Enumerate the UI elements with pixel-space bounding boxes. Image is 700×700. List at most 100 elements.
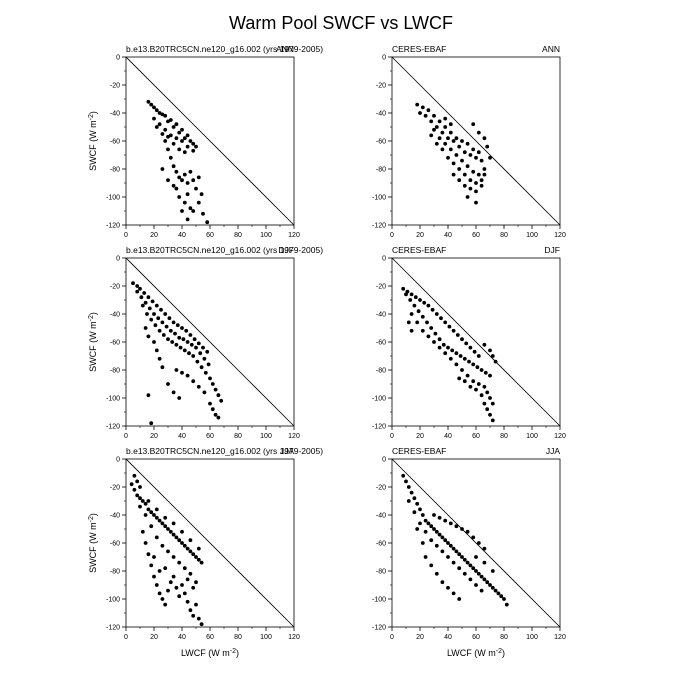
data-point	[468, 577, 473, 582]
data-point	[418, 111, 422, 115]
data-point	[457, 144, 462, 149]
reference-line	[125, 458, 295, 628]
reference-line	[391, 56, 561, 226]
data-point	[139, 295, 144, 300]
x-tick-label: 0	[124, 433, 128, 440]
data-point	[154, 507, 159, 512]
data-point	[434, 543, 439, 548]
data-point	[479, 574, 484, 579]
data-point	[413, 295, 418, 300]
data-point	[160, 597, 165, 601]
data-point	[180, 209, 184, 213]
data-point	[185, 144, 190, 149]
y-tick-label: 0	[116, 256, 120, 263]
data-point	[157, 591, 162, 596]
panel-left-label: CERES-EBAF	[392, 44, 446, 54]
data-point	[504, 602, 509, 607]
x-tick-label: 60	[472, 634, 480, 641]
data-point	[150, 299, 155, 304]
data-point	[171, 164, 176, 169]
data-point	[152, 312, 156, 316]
data-point	[180, 370, 184, 375]
data-point	[406, 499, 411, 503]
x-tick-label: 0	[124, 232, 128, 239]
data-point	[173, 331, 177, 336]
scatter-points	[131, 281, 224, 426]
data-point	[168, 118, 173, 122]
data-point	[448, 147, 453, 152]
y-tick-label: -120	[372, 625, 386, 632]
data-point	[405, 289, 410, 294]
data-point	[182, 150, 187, 155]
data-point	[446, 136, 450, 141]
scatter-panel: 0 20 40 60 80 100 120 -120 -100 -80 -60 -40 -20 0 CERE…	[372, 446, 566, 658]
data-point	[199, 192, 204, 197]
data-point	[476, 172, 481, 177]
x-tick-label: 120	[554, 433, 566, 440]
data-point	[191, 141, 196, 146]
data-point	[409, 328, 414, 333]
y-tick-label: -100	[372, 396, 386, 403]
data-point	[157, 569, 162, 573]
data-point	[196, 557, 201, 562]
y-tick-label: -120	[372, 424, 386, 431]
y-tick-label: 0	[116, 55, 120, 62]
x-tick-label: 0	[390, 433, 394, 440]
scatter-panel: 0 20 40 60 80 100 120 -120 -100 -80 -60 -40 -20 0 b.e1…	[88, 446, 324, 658]
y-tick-label: -100	[372, 195, 386, 202]
x-tick-label: 20	[416, 634, 424, 641]
data-point	[490, 418, 495, 423]
data-point	[149, 317, 154, 322]
data-point	[465, 529, 470, 534]
data-point	[432, 340, 436, 344]
y-tick-label: -80	[110, 368, 120, 375]
data-point	[476, 354, 481, 358]
data-point	[485, 144, 490, 149]
data-point	[479, 158, 484, 163]
data-point	[202, 390, 207, 395]
y-tick-label: -100	[106, 396, 120, 403]
scatter-panel: 0 20 40 60 80 100 120 -120 -100 -80 -60 -40 -20 0 CERE…	[372, 245, 566, 440]
data-point	[482, 342, 487, 347]
x-axis-label: LWCF (W m-2)	[181, 648, 239, 659]
data-point	[188, 571, 193, 576]
data-point	[157, 122, 162, 127]
data-point	[432, 513, 436, 517]
data-point	[437, 119, 442, 124]
data-point	[448, 122, 453, 127]
data-point	[174, 368, 179, 372]
data-point	[440, 535, 445, 540]
data-point	[415, 102, 420, 107]
data-point	[460, 158, 464, 163]
data-point	[159, 307, 163, 312]
data-point	[182, 200, 187, 205]
panel-left-label: b.e13.B20TRC5CN.ne120_g16.002 (yrs 1979-…	[126, 446, 323, 456]
data-point	[191, 552, 196, 557]
data-point	[146, 295, 151, 300]
data-point	[180, 529, 184, 534]
data-point	[425, 320, 429, 325]
data-point	[188, 139, 193, 143]
data-point	[152, 574, 156, 579]
data-point	[474, 155, 478, 160]
data-point	[408, 298, 413, 302]
data-point	[182, 172, 187, 177]
panel-right-label: ANN	[542, 44, 560, 54]
data-point	[180, 178, 184, 183]
data-point	[426, 334, 431, 339]
data-point	[479, 588, 484, 593]
data-point	[163, 515, 168, 520]
data-point	[434, 529, 439, 534]
data-point	[160, 320, 165, 325]
data-point	[432, 527, 436, 531]
data-point	[140, 499, 145, 503]
data-point	[149, 524, 154, 529]
data-point	[418, 507, 422, 512]
data-point	[171, 320, 176, 325]
data-point	[178, 345, 183, 350]
data-point	[429, 119, 434, 124]
data-point	[422, 300, 427, 305]
data-point	[177, 538, 182, 543]
data-point	[464, 341, 469, 346]
data-point	[206, 362, 211, 367]
